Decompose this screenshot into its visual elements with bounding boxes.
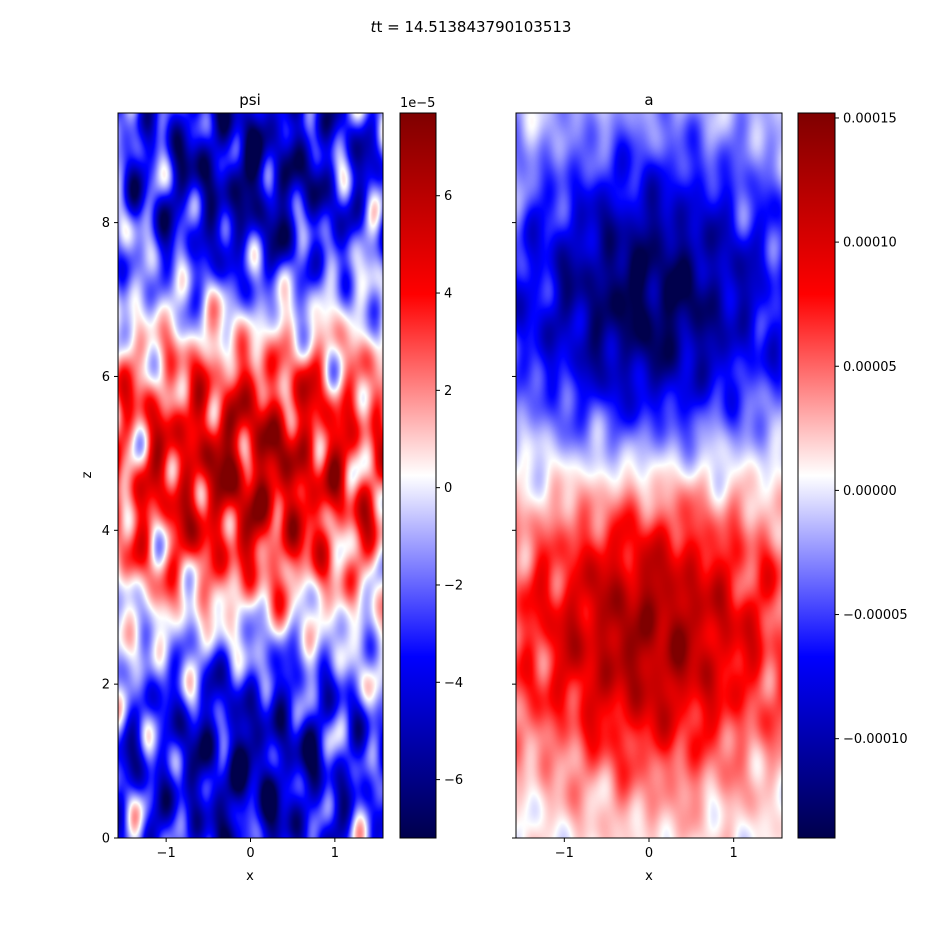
psi-colorbar-ticks: −6 −4 −2 0 2 4 6 bbox=[436, 189, 463, 788]
psi-x-tick-label: −1 bbox=[157, 846, 176, 861]
a-colorbar-tick-label: 0.00005 bbox=[843, 360, 897, 375]
psi-colorbar-tick-label: 2 bbox=[444, 384, 452, 399]
psi-heatmap bbox=[117, 112, 384, 839]
psi-colorbar-tick-label: −6 bbox=[444, 773, 463, 788]
a-xlabel: x bbox=[645, 869, 653, 884]
a-title: a bbox=[644, 91, 653, 109]
a-x-tick-label: 0 bbox=[645, 846, 653, 861]
a-heatmap bbox=[515, 112, 783, 839]
psi-colorbar-tick-label: 0 bbox=[444, 481, 452, 496]
psi-y-tick-label: 4 bbox=[102, 524, 110, 539]
psi-colorbar-tick-label: 4 bbox=[444, 287, 452, 302]
psi-y-tick-label: 2 bbox=[102, 678, 110, 693]
psi-colorbar: −6 −4 −2 0 2 4 6 1e−5 bbox=[399, 96, 463, 839]
psi-x-tick-label: 0 bbox=[246, 846, 254, 861]
a-colorbar-tick-label: 0.00010 bbox=[843, 236, 897, 251]
psi-title: psi bbox=[239, 91, 261, 109]
a-colorbar-tick-label: 0.00015 bbox=[843, 111, 897, 126]
psi-y-ticks: 0 2 4 6 8 bbox=[102, 216, 118, 847]
a-y-ticks bbox=[512, 222, 516, 839]
psi-x-tick-label: 1 bbox=[331, 846, 339, 861]
psi-colorbar-tick-label: −2 bbox=[444, 578, 463, 593]
a-heatmap-canvas bbox=[516, 113, 782, 838]
a-colorbar-tick-label: 0.00000 bbox=[843, 484, 897, 499]
psi-y-tick-label: 6 bbox=[102, 370, 110, 385]
a-x-tick-label: 1 bbox=[730, 846, 738, 861]
psi-y-tick-label: 0 bbox=[102, 832, 110, 847]
a-colorbar: −0.00010 −0.00005 0.00000 0.00005 0.00010 0.0… bbox=[797, 111, 908, 839]
a-x-ticks: −1 0 1 bbox=[555, 838, 738, 861]
psi-colorbar-offset: 1e−5 bbox=[400, 96, 435, 111]
psi-colorbar-tick-label: −4 bbox=[444, 676, 463, 691]
suptitle: tt = 14.513843790103513 bbox=[371, 18, 572, 36]
psi-y-tick-label: 8 bbox=[102, 216, 110, 231]
psi-x-ticks: −1 0 1 bbox=[157, 838, 339, 861]
psi-colorbar-tick-label: 6 bbox=[444, 189, 452, 204]
psi-xlabel: x bbox=[246, 869, 254, 884]
a-colorbar-tick-label: −0.00010 bbox=[843, 732, 908, 747]
a-panel: a −1 0 1 x bbox=[512, 91, 783, 884]
a-colorbar-tick-label: −0.00005 bbox=[843, 608, 908, 623]
a-x-tick-label: −1 bbox=[555, 846, 574, 861]
psi-heatmap-canvas bbox=[118, 113, 383, 838]
a-colorbar-gradient bbox=[797, 112, 836, 839]
a-colorbar-ticks: −0.00010 −0.00005 0.00000 0.00005 0.00010 0.0… bbox=[835, 111, 908, 747]
psi-panel: psi −1 0 1 0 2 4 6 8 x z bbox=[80, 91, 384, 884]
psi-ylabel: z bbox=[80, 471, 95, 478]
psi-colorbar-gradient bbox=[399, 112, 437, 839]
